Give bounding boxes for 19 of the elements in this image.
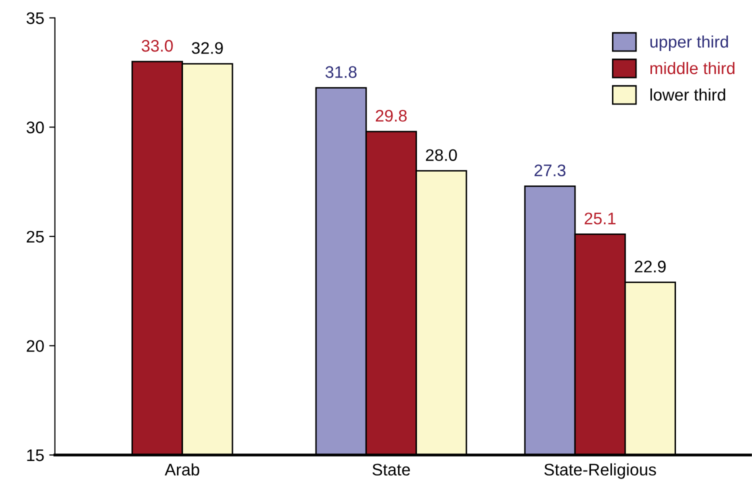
x-tick-label: State: [372, 464, 410, 476]
data-label: 28.0: [426, 149, 457, 162]
legend-label: lower third: [650, 88, 726, 101]
data-label: 22.9: [634, 260, 666, 272]
legend-label: middle third: [650, 62, 734, 74]
data-label: 25.1: [584, 212, 616, 224]
data-label: 27.3: [534, 164, 566, 176]
y-tick-label: 25: [26, 230, 44, 243]
data-label: 31.8: [325, 66, 357, 78]
legend-label: upper third: [650, 35, 728, 51]
x-tick-label: State-Religious: [544, 463, 656, 479]
data-label: 32.9: [192, 42, 223, 54]
data-label: 29.8: [376, 110, 407, 122]
y-tick-label: 15: [27, 450, 44, 462]
x-tick-label: Arab: [164, 463, 200, 476]
y-tick-label: 20: [26, 340, 44, 352]
y-tick-label: 35: [26, 12, 44, 24]
data-label: 33.0: [142, 40, 173, 52]
y-tick-label: 30: [26, 122, 44, 134]
